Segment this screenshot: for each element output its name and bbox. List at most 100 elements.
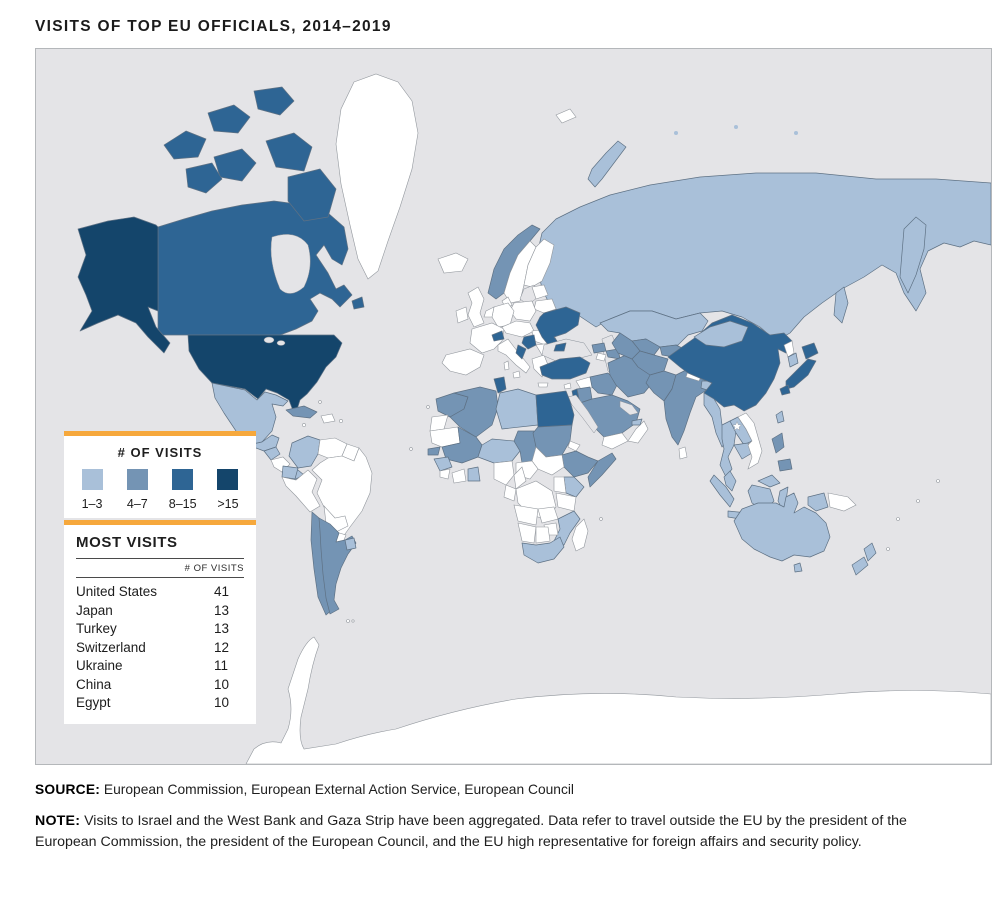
arctic-island [265, 132, 313, 172]
arctic-island [207, 104, 251, 134]
baltic-states [531, 284, 549, 300]
country-uganda [553, 476, 567, 494]
country-namibia [517, 522, 537, 544]
country-ghana [467, 466, 481, 482]
island-tasmania [793, 562, 803, 573]
legend-bin-label: 4–7 [126, 497, 148, 511]
divider [76, 577, 244, 578]
legend-accent-bar [64, 431, 256, 436]
arctic-islet [674, 131, 678, 135]
hudson-bay [270, 234, 311, 294]
country-name: Switzerland [76, 639, 146, 655]
most-visits-panel: MOST VISITS # OF VISITS United States 41 … [64, 520, 256, 724]
country-name: Ukraine [76, 658, 123, 673]
continent-north-america [77, 73, 419, 481]
visit-count: 41 [214, 584, 230, 599]
island-hispaniola [320, 413, 336, 424]
country-brazil [311, 447, 373, 542]
note-label: NOTE: [35, 813, 81, 829]
continent-africa [427, 376, 617, 564]
country-australia [733, 492, 831, 562]
red-sea [567, 394, 599, 434]
table-row: Turkey 13 [76, 620, 244, 639]
country-philippines [771, 432, 785, 454]
page-title: VISITS OF TOP EU OFFICIALS, 2014–2019 [35, 18, 392, 35]
table-row: Ukraine 11 [76, 657, 244, 676]
legend-title: # OF VISITS [117, 445, 203, 460]
region-crimea [553, 342, 567, 352]
country-norway [487, 224, 541, 300]
country-sri-lanka [678, 446, 688, 460]
pacific-islet [936, 479, 940, 483]
japan-kyushu [779, 384, 791, 396]
country-south-korea [787, 352, 799, 368]
country-mexico [211, 382, 289, 446]
pacific-islet [916, 499, 920, 503]
region-alaska [77, 216, 171, 354]
country-cameroon [513, 466, 527, 490]
visit-count: 12 [214, 639, 230, 655]
continent-south-america [281, 435, 373, 623]
country-cote-divoire [451, 468, 467, 484]
region-iberia [441, 348, 485, 376]
arctic-island [163, 130, 207, 160]
country-united-states [187, 334, 343, 417]
indian-ocean-islet [599, 517, 603, 521]
atlantic-islet [409, 447, 413, 451]
country-mozambique [553, 510, 581, 546]
island-sicily [512, 370, 521, 379]
region-east-malaysia [757, 474, 781, 488]
continent-antarctica [245, 636, 991, 764]
legend-bin: 1–3 [77, 469, 107, 511]
country-libya [495, 388, 539, 430]
region-kamchatka [899, 216, 927, 294]
country-north-korea [783, 340, 795, 358]
most-visits-table: United States 41 Japan 13 Turkey 13 Switzer… [76, 578, 244, 713]
continent-europe [437, 224, 593, 388]
country-iceland [437, 252, 469, 274]
country-guatemala [263, 446, 281, 461]
legend-bin: >15 [213, 469, 243, 511]
legend-bin: 4–7 [122, 469, 152, 511]
country-peru [281, 469, 321, 513]
country-name: Egypt [76, 695, 111, 710]
table-row: China 10 [76, 676, 244, 695]
country-antarctica [245, 636, 991, 764]
country-somalia [587, 452, 617, 488]
country-madagascar [571, 518, 589, 552]
visit-count: 10 [214, 695, 230, 710]
arctic-island [253, 86, 295, 116]
low-countries [483, 306, 495, 318]
island-svalbard [555, 108, 577, 124]
island-puerto-rico [339, 419, 343, 423]
pacific-islet [896, 517, 900, 521]
country-mongolia [693, 320, 749, 348]
country-senegal [427, 446, 441, 456]
country-ecuador [281, 465, 299, 480]
indonesia-sumatra [709, 474, 735, 508]
country-name: China [76, 676, 112, 692]
country-guinea [433, 456, 453, 472]
country-botswana [535, 526, 551, 544]
legend-swatch-4-7 [126, 469, 148, 490]
country-turkey [539, 356, 591, 380]
arctic-islet [794, 131, 798, 135]
legend-bins: 1–3 4–7 8–15 >15 [64, 460, 256, 511]
country-name: Turkey [76, 621, 117, 636]
visit-count: 11 [214, 658, 229, 673]
visit-count: 13 [214, 621, 230, 636]
country-afghanistan [631, 350, 669, 376]
country-switzerland [491, 330, 505, 342]
great-lakes [276, 340, 286, 346]
country-gabon [503, 484, 517, 502]
island-crete [537, 382, 549, 388]
country-italy [497, 338, 531, 374]
island-jamaica [302, 423, 306, 427]
legend-bin-label: 8–15 [168, 497, 197, 511]
country-georgia [591, 342, 607, 354]
visit-count: 13 [214, 602, 230, 618]
black-sea [541, 338, 593, 362]
legend-bin: 8–15 [168, 469, 198, 511]
legend-swatch-gt15 [217, 469, 239, 490]
note-text: Visits to Israel and the West Bank and G… [35, 813, 907, 851]
